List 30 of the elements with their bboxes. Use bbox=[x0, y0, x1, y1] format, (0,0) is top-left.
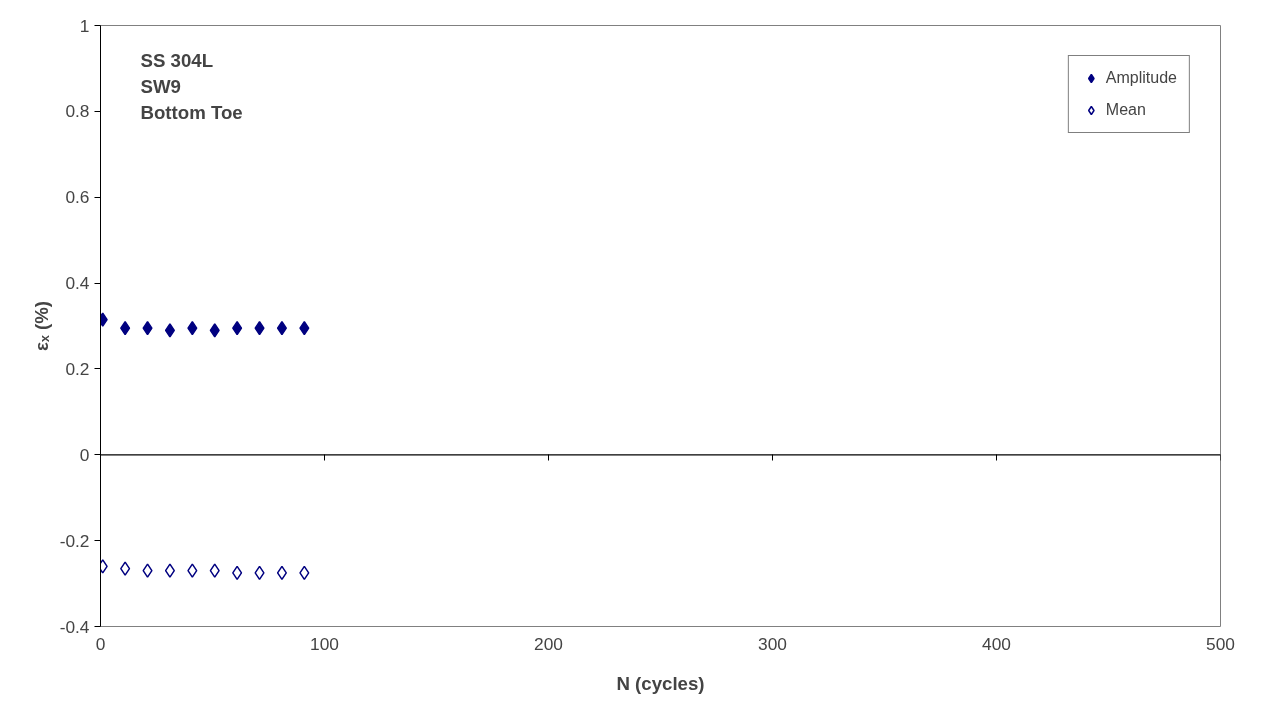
y-tick-label: 0 bbox=[79, 444, 90, 465]
point bbox=[164, 563, 176, 578]
point bbox=[187, 563, 198, 578]
y-tick-label: 0.8 bbox=[65, 101, 90, 122]
legend-label: Amplitude bbox=[1105, 69, 1177, 87]
x-tick-label: 500 bbox=[1206, 633, 1235, 654]
y-tick-label: -0.2 bbox=[59, 530, 90, 551]
y-axis-title: εₓ (%) bbox=[30, 301, 52, 351]
point bbox=[209, 323, 220, 338]
x-tick-label: 200 bbox=[534, 633, 563, 654]
x-axis-title: N (cycles) bbox=[616, 672, 705, 694]
annotation: SS 304L bbox=[140, 49, 214, 71]
annotation: SW9 bbox=[140, 75, 181, 97]
point bbox=[142, 563, 153, 578]
legend-label: Mean bbox=[1105, 101, 1146, 119]
point bbox=[276, 565, 288, 581]
x-tick-label: 100 bbox=[310, 633, 339, 654]
y-tick-label: 1 bbox=[79, 15, 90, 36]
y-tick-label: -0.4 bbox=[59, 616, 90, 637]
y-tick-label: 0.6 bbox=[65, 187, 90, 208]
annotation: Bottom Toe bbox=[140, 101, 243, 123]
x-tick-label: 0 bbox=[95, 633, 106, 654]
x-tick-label: 300 bbox=[758, 633, 787, 654]
x-tick-label: 400 bbox=[982, 633, 1011, 654]
point bbox=[276, 320, 288, 336]
point bbox=[120, 561, 131, 576]
point bbox=[164, 323, 176, 338]
y-tick-label: 0.4 bbox=[65, 273, 90, 294]
y-tick-label: 0.2 bbox=[65, 358, 90, 379]
point bbox=[209, 563, 220, 578]
